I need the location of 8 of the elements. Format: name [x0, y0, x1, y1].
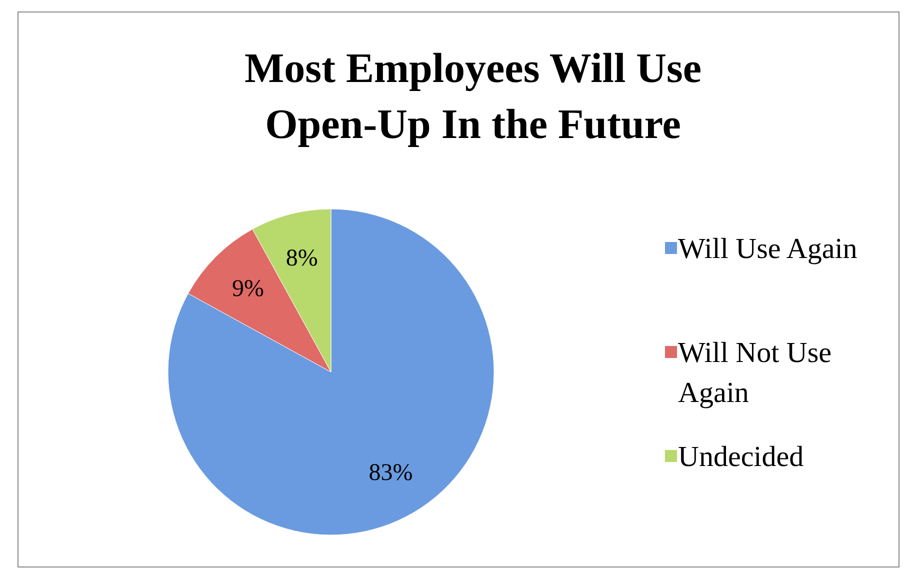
data-label: 8% — [286, 245, 318, 272]
data-label: 83% — [368, 460, 413, 486]
chart-title: Most Employees Will Use Open-Up In the Future — [244, 46, 702, 148]
data-label: 9% — [232, 276, 264, 302]
pie-slice — [168, 208, 494, 536]
legend-label: Will Use Again — [678, 233, 858, 265]
legend-label: Will Not Use Again — [678, 337, 832, 409]
legend-label: Undecided — [678, 441, 804, 473]
